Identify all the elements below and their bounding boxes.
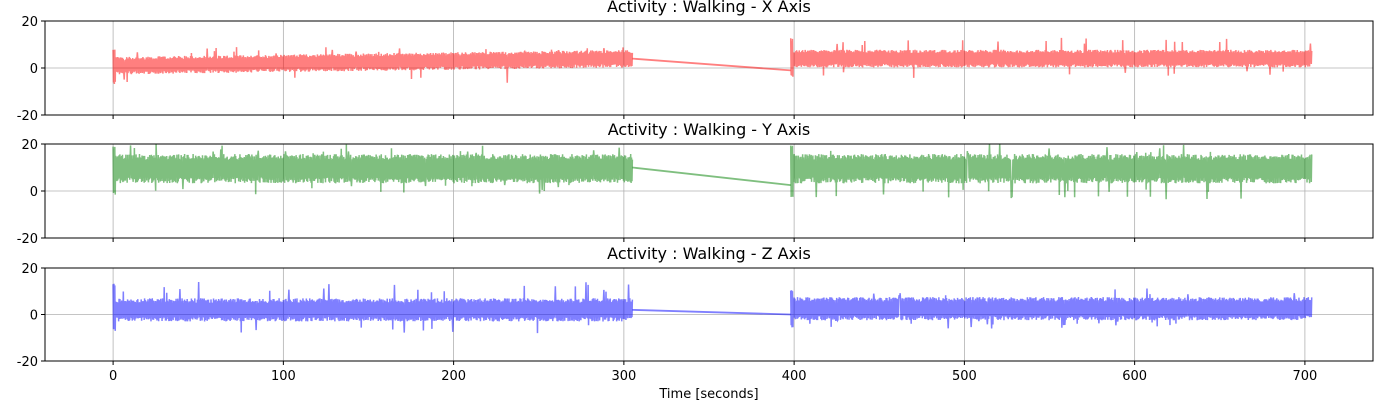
signal-segment <box>112 47 634 85</box>
signal-segment <box>112 144 634 195</box>
panel-title: Activity : Walking - X Axis <box>607 0 811 16</box>
gap-connector-line <box>632 166 791 187</box>
y-tick-label: -20 <box>17 109 38 124</box>
x-tick-label: 500 <box>952 369 977 384</box>
y-tick-label: 0 <box>30 62 38 77</box>
x-tick-label: 600 <box>1122 369 1147 384</box>
gap-connector-line <box>632 308 791 316</box>
y-tick-label: -20 <box>17 232 38 247</box>
x-tick-label: 700 <box>1292 369 1317 384</box>
z-axis-panel: Activity : Walking - Z Axis Time [second… <box>17 244 1374 400</box>
y-tick-label: -20 <box>17 355 38 370</box>
x-axis-label: Time [seconds] <box>658 387 758 400</box>
panel-title: Activity : Walking - Y Axis <box>608 120 810 139</box>
y-axis-panel: Activity : Walking - Y Axis -20 0 20 <box>17 120 1374 247</box>
signal-segment <box>789 288 1313 329</box>
x-tick-label: 0 <box>109 369 117 384</box>
y-tick-label: 20 <box>21 15 38 30</box>
signal-segment <box>789 37 1313 78</box>
y-tick-label: 20 <box>21 262 38 277</box>
signal-segment <box>112 282 634 334</box>
x-tick-label: 100 <box>271 369 296 384</box>
signal-segment <box>789 144 1313 200</box>
gap-connector-line <box>632 57 791 72</box>
x-axis-panel: Activity : Walking - X Axis -20 0 20 <box>17 0 1374 124</box>
y-tick-label: 20 <box>21 138 38 153</box>
panel-title: Activity : Walking - Z Axis <box>607 244 811 263</box>
x-tick-label: 300 <box>611 369 636 384</box>
x-tick-label: 200 <box>441 369 466 384</box>
y-tick-label: 0 <box>30 309 38 324</box>
y-tick-label: 0 <box>30 185 38 200</box>
x-tick-label: 400 <box>782 369 807 384</box>
